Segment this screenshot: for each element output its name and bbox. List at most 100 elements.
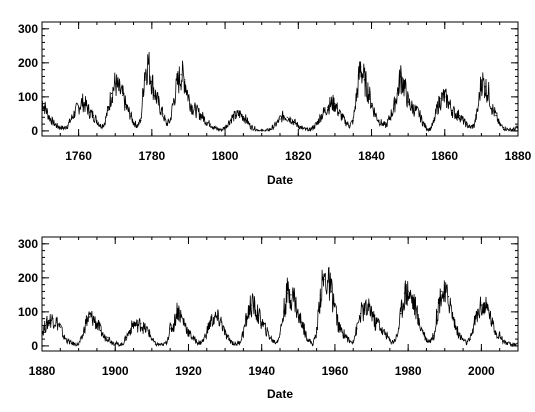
chart-panel-1: 1760 1780 1800 1820 1840 1860 1880 0 100 200 300 Da… (18, 21, 532, 187)
data-point (206, 121, 208, 123)
data-point (268, 129, 270, 131)
data-point (176, 82, 179, 84)
data-point (312, 343, 314, 345)
data-point (297, 125, 299, 127)
data-point (92, 318, 94, 320)
data-point (323, 111, 325, 113)
data-point (42, 331, 43, 333)
data-point (444, 96, 446, 98)
data-point (140, 120, 142, 122)
data-point (129, 330, 131, 332)
data-point (246, 120, 248, 122)
data-point (220, 321, 222, 323)
data-point (143, 72, 146, 74)
data-point (414, 109, 417, 112)
data-point (165, 123, 168, 125)
data-point (132, 121, 135, 123)
data-point (455, 113, 457, 115)
x-axis-title: Date (267, 387, 293, 401)
data-point (147, 62, 149, 64)
data-point (264, 130, 266, 132)
data-point (162, 113, 164, 115)
data-point (261, 130, 263, 132)
data-point (92, 115, 94, 117)
data-point (352, 120, 354, 122)
data-point (96, 323, 98, 325)
data-point (63, 127, 65, 129)
data-point (367, 89, 369, 91)
y-tick-label: 100 (18, 305, 38, 319)
data-point (191, 336, 193, 338)
data-point (122, 343, 124, 345)
data-point (349, 341, 351, 343)
data-point (173, 324, 175, 327)
data-point (85, 104, 87, 106)
data-point (198, 342, 200, 344)
data-point (305, 333, 307, 335)
data-point (107, 336, 109, 338)
data-point (191, 106, 193, 108)
data-point (338, 111, 340, 113)
data-point (272, 126, 274, 129)
data-point (136, 324, 138, 327)
data-point (173, 99, 175, 101)
data-point (114, 82, 116, 84)
data-point (418, 323, 420, 325)
data-point (301, 321, 303, 323)
data-point (330, 103, 332, 105)
data-point (70, 118, 72, 120)
data-point (422, 330, 424, 332)
data-point (118, 344, 120, 346)
x-tick-label: 1980 (395, 364, 422, 378)
data-point (334, 306, 336, 308)
data-point (220, 129, 222, 131)
data-point (169, 120, 171, 122)
data-point (81, 101, 83, 103)
data-point (246, 316, 248, 318)
data-point (261, 321, 263, 323)
data-point (381, 123, 384, 125)
x-tick-label: 1760 (65, 149, 92, 163)
data-point (440, 98, 442, 100)
data-point (425, 127, 428, 129)
data-point (319, 294, 321, 296)
data-point (114, 342, 116, 344)
data-point (506, 128, 508, 130)
data-point (389, 340, 391, 342)
y-tick-label: 200 (18, 271, 38, 285)
data-point (389, 116, 391, 118)
data-point (447, 296, 449, 298)
data-point (510, 129, 512, 131)
data-point (184, 323, 186, 325)
data-point (147, 330, 149, 332)
data-point (250, 126, 252, 128)
data-point (290, 118, 292, 120)
data-point (143, 328, 146, 330)
data-point (129, 113, 131, 115)
data-point (327, 106, 329, 108)
data-point (111, 341, 113, 343)
data-point (349, 125, 351, 127)
data-point (356, 92, 358, 95)
data-point (301, 127, 303, 129)
data-point (499, 335, 501, 337)
data-point (180, 74, 182, 76)
data-point (392, 341, 395, 343)
data-point (400, 75, 402, 77)
data-point (283, 115, 285, 117)
data-point (385, 333, 387, 335)
data-point (217, 128, 219, 130)
data-point (396, 92, 398, 95)
data-point (154, 94, 157, 96)
data-point (239, 113, 241, 115)
data-point (89, 111, 91, 113)
data-point (495, 115, 497, 117)
data-point (283, 311, 285, 313)
data-point (411, 297, 413, 299)
data-point (48, 116, 50, 118)
x-axis-title: Date (267, 173, 293, 187)
data-point (96, 120, 98, 122)
data-point (447, 101, 449, 103)
data-point (209, 321, 211, 323)
data-point (81, 336, 83, 338)
